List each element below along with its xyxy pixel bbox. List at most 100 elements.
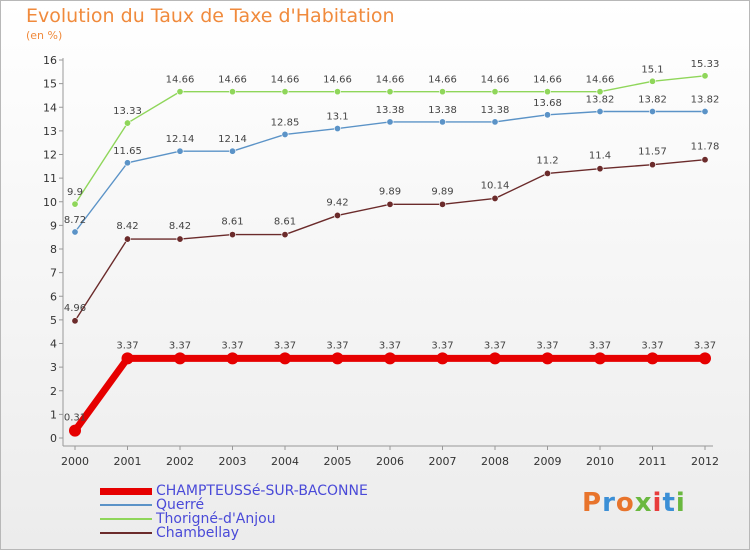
legend-label: Chambellay (156, 525, 240, 541)
data-label: 3.37 (326, 340, 348, 351)
legend-item: Querré (100, 497, 368, 513)
x-tick-label: 2010 (586, 455, 614, 468)
data-label: 8.61 (221, 217, 243, 228)
data-point (71, 317, 79, 325)
data-point (594, 352, 606, 365)
data-point (124, 235, 132, 243)
logo-letter: t (662, 488, 676, 518)
data-label: 4.96 (64, 303, 86, 314)
data-label: 13.33 (113, 106, 142, 117)
legend-item: CHAMPTEUSSé-SUR-BACONNE (100, 483, 368, 499)
data-point (386, 88, 394, 96)
data-label: 13.82 (586, 95, 615, 106)
data-point (489, 352, 501, 365)
data-label: 15.1 (641, 64, 663, 75)
y-tick-label: 2 (50, 385, 57, 398)
y-tick-label: 15 (43, 78, 57, 91)
y-tick-label: 13 (43, 125, 57, 138)
data-label: 10.14 (481, 180, 510, 191)
y-tick-label: 3 (50, 361, 57, 374)
x-tick-label: 2005 (324, 455, 352, 468)
data-label: 8.61 (274, 217, 296, 228)
data-label: 9.89 (431, 186, 453, 197)
data-label: 9.89 (379, 186, 401, 197)
data-point (281, 130, 289, 138)
chart-title: Evolution du Taux de Taxe d'Habitation (26, 5, 395, 27)
data-point (648, 108, 656, 116)
data-label: 11.4 (589, 151, 611, 162)
data-point (331, 352, 344, 365)
data-point (281, 231, 289, 239)
data-point (491, 118, 499, 126)
data-point (279, 352, 291, 365)
legend-item: Chambellay (100, 525, 368, 541)
x-tick-label: 2011 (639, 455, 667, 468)
data-label: 13.1 (326, 112, 348, 123)
data-label: 3.37 (431, 340, 453, 351)
y-tick-label: 10 (43, 196, 57, 209)
data-point (333, 125, 341, 133)
x-tick-label: 2002 (166, 455, 194, 468)
data-label: 13.38 (428, 105, 457, 116)
data-point (69, 424, 81, 437)
legend-label: Querré (156, 497, 205, 513)
data-label: 14.66 (218, 75, 247, 86)
logo-letter: i (652, 488, 663, 518)
data-point (543, 169, 551, 177)
data-label: 14.66 (533, 75, 562, 86)
y-tick-label: 9 (50, 219, 57, 232)
data-point (648, 77, 656, 85)
data-label: 14.66 (481, 75, 510, 86)
data-label: 14.66 (323, 75, 352, 86)
data-label: 3.37 (694, 340, 716, 351)
data-label: 15.33 (691, 59, 720, 70)
data-point (333, 211, 341, 219)
data-point (229, 147, 237, 155)
series-line (74, 110, 706, 233)
data-label: 11.78 (691, 142, 720, 153)
data-label: 3.37 (274, 340, 296, 351)
data-label: 9.9 (67, 187, 83, 198)
data-label: 13.68 (533, 98, 562, 109)
data-point (543, 111, 551, 119)
y-tick-label: 5 (50, 314, 57, 327)
x-tick-label: 2008 (481, 455, 509, 468)
x-tick-label: 2006 (376, 455, 404, 468)
data-label: 3.37 (221, 340, 243, 351)
legend-swatch (100, 518, 152, 520)
legend-label: CHAMPTEUSSé-SUR-BACONNE (156, 483, 368, 499)
x-tick-label: 2009 (534, 455, 562, 468)
data-label: 0.31 (64, 413, 86, 424)
legend: CHAMPTEUSSé-SUR-BACONNE Querré Thorigné-d'… (100, 483, 368, 541)
data-point (438, 118, 446, 126)
data-label: 14.66 (271, 75, 300, 86)
data-point (701, 156, 709, 164)
data-label: 8.72 (64, 215, 86, 226)
series-line (74, 158, 706, 322)
logo-letter: P (582, 488, 603, 518)
data-label: 12.14 (218, 134, 247, 145)
data-label: 13.82 (691, 95, 720, 106)
data-label: 3.37 (536, 340, 558, 351)
x-tick-label: 2004 (271, 455, 299, 468)
data-point (491, 194, 499, 202)
data-label: 11.65 (113, 146, 142, 157)
data-label: 14.66 (166, 75, 195, 86)
data-label: 3.37 (116, 340, 138, 351)
data-label: 13.82 (638, 95, 667, 106)
data-point (596, 165, 604, 173)
y-tick-label: 14 (43, 101, 57, 114)
x-tick-label: 2003 (219, 455, 247, 468)
data-point (438, 88, 446, 96)
y-tick-label: 6 (50, 290, 57, 303)
data-point (541, 352, 554, 365)
data-point (124, 119, 132, 127)
series-line (71, 354, 709, 435)
logo-letter: i (675, 488, 686, 518)
y-tick-label: 16 (43, 54, 57, 67)
logo-letter: x (634, 488, 653, 518)
data-point (121, 352, 134, 365)
data-point (386, 200, 394, 208)
y-tick-label: 0 (50, 432, 57, 445)
